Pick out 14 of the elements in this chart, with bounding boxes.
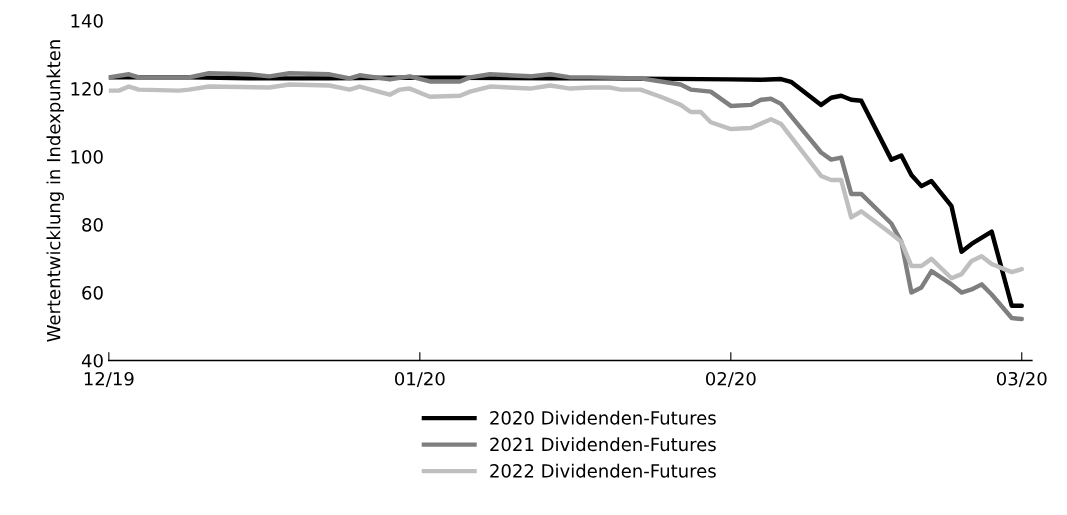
- y-tick-label: 40: [81, 353, 103, 368]
- x-tick-label: 12/19: [84, 371, 134, 388]
- y-tick-label: 120: [71, 82, 103, 96]
- y-tick-label: 60: [82, 285, 103, 300]
- legend-label: 2022 Dividenden-Futures: [490, 463, 716, 478]
- legend-label: 2021 Dividenden-Futures: [490, 437, 716, 452]
- x-tick-label: 02/20: [706, 371, 756, 388]
- legend-label: 2020 Dividenden-Futures: [490, 410, 716, 425]
- y-axis-title: Wertentwicklung in Indexpunkten: [46, 40, 64, 342]
- y-tick-label: 140: [71, 14, 103, 28]
- x-tick-label: 03/20: [996, 371, 1047, 388]
- y-tick-label: 100: [71, 150, 103, 164]
- x-tick-label: 01/20: [395, 371, 445, 388]
- y-tick-label: 80: [82, 218, 103, 232]
